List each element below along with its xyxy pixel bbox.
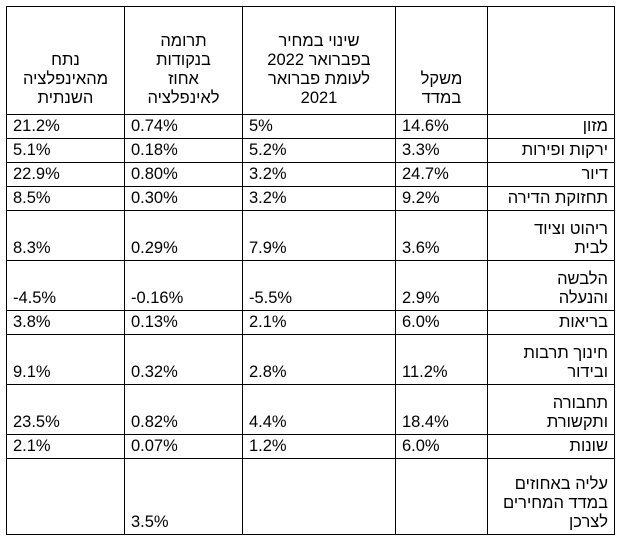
row-weight: 3.3% [395,138,488,163]
row-share: 3.8% [6,310,125,335]
row-weight: 24.7% [395,162,488,187]
row-price-change: 5.2% [242,138,396,163]
row-share: 5.1% [6,138,125,163]
row-category: חינוך תרבות ובידור [487,334,615,385]
row-share: 8.3% [6,210,125,261]
row-price-change: -5.5% [242,260,396,311]
header-weight: משקל במדד [395,6,488,115]
row-price-change: 7.9% [242,210,396,261]
row-weight: 3.6% [395,210,488,261]
table-row: דיור 24.7% 3.2% 0.80% 22.9% [6,162,615,187]
row-weight [395,458,488,535]
row-share: -4.5% [6,260,125,311]
row-contribution: 0.13% [124,310,243,335]
header-row: משקל במדד שינוי במחיר בפברואר 2022 לעומת… [6,6,615,115]
header-contribution: תרומה בנקודות אחוז לאינפלציה [124,6,243,115]
row-share: 2.1% [6,434,125,459]
row-contribution: 0.18% [124,138,243,163]
row-share: 21.2% [6,114,125,139]
row-price-change: 3.2% [242,162,396,187]
table-row: בריאות 6.0% 2.1% 0.13% 3.8% [6,310,615,335]
row-category: בריאות [487,310,615,335]
table-row: תחזוקת הדירה 9.2% 3.2% 0.30% 8.5% [6,186,615,211]
row-category: ריהוט וציוד לבית [487,210,615,261]
row-price-change: 2.8% [242,334,396,385]
row-price-change: 5% [242,114,396,139]
row-contribution: 0.32% [124,334,243,385]
inflation-table: משקל במדד שינוי במחיר בפברואר 2022 לעומת… [6,6,615,535]
header-category [487,6,615,115]
row-contribution: 0.74% [124,114,243,139]
row-share: 22.9% [6,162,125,187]
row-contribution: 0.30% [124,186,243,211]
row-contribution: 0.07% [124,434,243,459]
table-row: שונות 6.0% 1.2% 0.07% 2.1% [6,434,615,459]
row-category: תחזוקת הדירה [487,186,615,211]
table-container: משקל במדד שינוי במחיר בפברואר 2022 לעומת… [6,6,615,551]
row-weight: 14.6% [395,114,488,139]
row-weight: 6.0% [395,310,488,335]
table-row: תחבורה ותקשורת 18.4% 4.4% 0.82% 23.5% [6,384,615,435]
row-category: מזון [487,114,615,139]
table-row-total: עליה באחוזים במדד המחירים לצרכן 3.5% [6,458,615,535]
row-category: הלבשה והנעלה [487,260,615,311]
row-price-change: 4.4% [242,384,396,435]
row-share: 23.5% [6,384,125,435]
row-price-change [242,458,396,535]
row-category: ירקות ופירות [487,138,615,163]
row-price-change: 2.1% [242,310,396,335]
row-contribution: 0.29% [124,210,243,261]
row-category: תחבורה ותקשורת [487,384,615,435]
table-row: ירקות ופירות 3.3% 5.2% 0.18% 5.1% [6,138,615,163]
row-share: 8.5% [6,186,125,211]
row-contribution: 0.82% [124,384,243,435]
table-row: מזון 14.6% 5% 0.74% 21.2% [6,114,615,139]
row-contribution: -0.16% [124,260,243,311]
row-category: שונות [487,434,615,459]
table-row: הלבשה והנעלה 2.9% -5.5% -0.16% -4.5% [6,260,615,311]
row-price-change: 3.2% [242,186,396,211]
header-share: נתח מהאינפלציה השנתית [6,6,125,115]
row-weight: 9.2% [395,186,488,211]
row-price-change: 1.2% [242,434,396,459]
row-contribution: 0.80% [124,162,243,187]
row-category: עליה באחוזים במדד המחירים לצרכן [487,458,615,535]
table-row: חינוך תרבות ובידור 11.2% 2.8% 0.32% 9.1% [6,334,615,385]
row-weight: 11.2% [395,334,488,385]
row-weight: 6.0% [395,434,488,459]
row-share: 9.1% [6,334,125,385]
table-row: ריהוט וציוד לבית 3.6% 7.9% 0.29% 8.3% [6,210,615,261]
row-weight: 18.4% [395,384,488,435]
header-price-change: שינוי במחיר בפברואר 2022 לעומת פברואר 20… [242,6,396,115]
row-weight: 2.9% [395,260,488,311]
row-category: דיור [487,162,615,187]
row-contribution: 3.5% [124,458,243,535]
row-share [6,458,125,535]
